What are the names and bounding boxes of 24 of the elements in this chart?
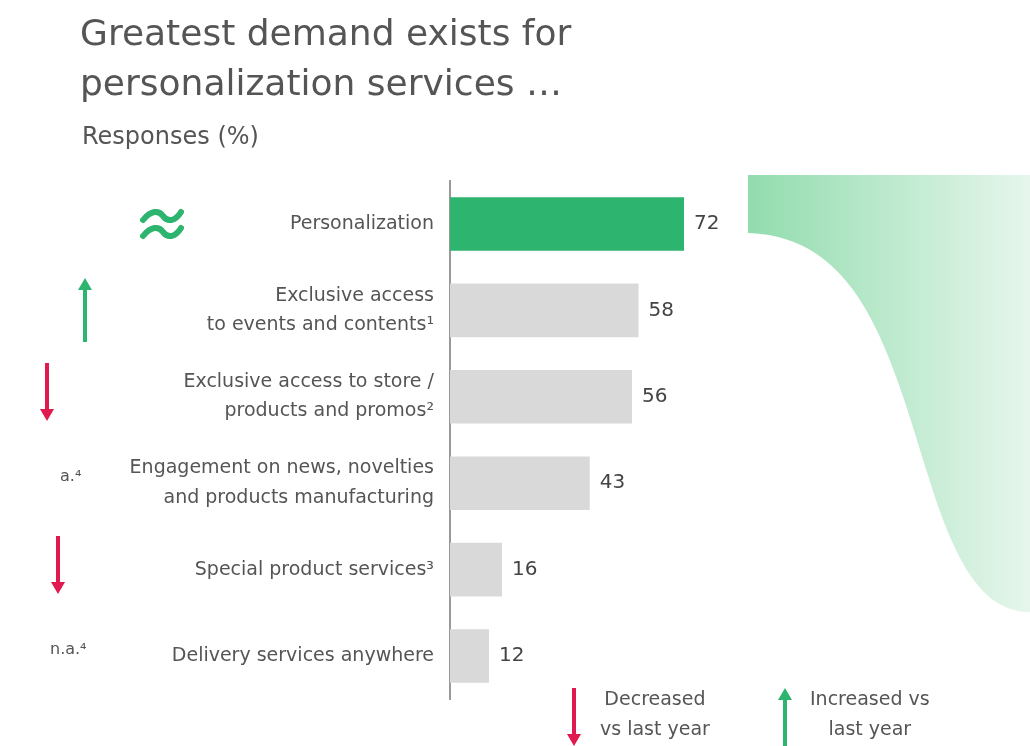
y-tick-label: Engagement on news, novelties and products manufacturing: [129, 455, 434, 507]
data-label: 12: [499, 642, 525, 667]
text: a.⁴: [60, 465, 82, 488]
data-label: 43: [599, 469, 626, 494]
bar: [450, 542, 502, 597]
y-tick-label: Personalization: [289, 210, 434, 233]
bar: [450, 283, 639, 338]
y-tick-label: Exclusive access to store / products and promos²: [183, 369, 435, 421]
y-tick-label: Special product services³: [194, 556, 434, 579]
data-label: 58: [648, 296, 674, 321]
data-label: 56: [642, 382, 668, 407]
text: Increased vs last year: [810, 686, 930, 741]
bar: [450, 197, 684, 251]
chart-title: Greatest demand exists for personalization services …: [80, 11, 572, 105]
bar: [450, 456, 590, 510]
data-label: 72: [694, 210, 720, 235]
text: Responses (%): [82, 122, 259, 150]
text: n.a.⁴: [50, 638, 87, 661]
y-tick-label: Delivery services anywhere: [171, 643, 434, 665]
bar: [450, 629, 489, 683]
annotation: Decreased vs last year: [600, 686, 710, 741]
data-label: 16: [512, 555, 538, 580]
bar: [450, 370, 632, 424]
y-tick-label: Exclusive access to events and contents¹: [206, 282, 434, 335]
